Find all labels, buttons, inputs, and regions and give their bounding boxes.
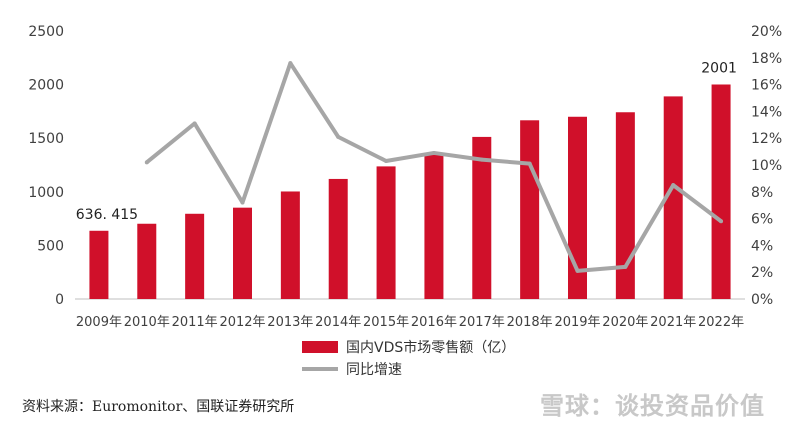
x-tick-label: 2013年 [267,315,313,330]
x-tick-label: 2017年 [459,315,505,330]
x-tick-label: 2022年 [698,315,744,330]
x-tick-label: 2016年 [411,315,457,330]
line-point [719,219,724,224]
line-point [384,158,389,163]
y-left-tick-label: 1000 [28,185,64,201]
y-right-tick-label: 12% [751,131,782,147]
y-left-tick-label: 2500 [28,24,64,40]
line-series [144,61,724,273]
axes: 0 500 1000 1500 2000 2500 0% 2% 4% 6% 8% 10% 12% 14% 1… [28,24,782,330]
x-tick-label: 2014年 [315,315,361,330]
line-point [431,150,436,155]
line-point [144,160,149,165]
bar [663,96,683,299]
line-point [479,157,484,162]
bar [472,136,492,299]
legend-line-swatch [302,367,338,371]
legend-item-bar: 国内VDS市场零售额（亿） [302,336,515,358]
bar [328,178,348,299]
line-point [240,200,245,205]
x-tick-label: 2015年 [363,315,409,330]
y-left-tick-label: 1500 [28,131,64,147]
y-left-tick-label: 0 [55,292,64,308]
data-label: 2001 [701,60,737,76]
bar [424,153,444,299]
bar [568,116,587,299]
x-tick-label: 2011年 [172,315,218,330]
bar [185,213,205,299]
bar [711,84,731,299]
line-point [671,183,676,188]
y-right-tick-label: 10% [751,158,782,174]
x-tick-label: 2020年 [602,315,648,330]
bar [137,223,157,299]
bar [615,112,635,299]
data-label: 636. 415 [76,207,138,223]
source-note: 资料来源：Euromonitor、国联证券研究所 [22,399,295,415]
bar-series [89,84,731,299]
y-left-tick-label: 500 [37,238,64,254]
y-right-tick-label: 4% [751,238,773,254]
x-tick-label: 2019年 [554,315,600,330]
line-point [623,264,628,269]
bar [89,230,109,299]
bar [520,120,540,299]
line-point [288,61,293,66]
legend-line-label: 同比增速 [346,362,402,378]
legend: 国内VDS市场零售额（亿） 同比增速 [302,336,515,380]
x-tick-label: 2018年 [507,315,553,330]
data-labels: 636. 415 2001 [76,60,737,222]
bar [376,166,396,299]
line-point [527,161,532,166]
y-right-tick-label: 14% [751,104,782,120]
bar [280,191,300,299]
x-tick-label: 2021年 [650,315,696,330]
line-point [336,134,341,139]
y-right-tick-label: 6% [751,212,773,228]
legend-bar-swatch [302,341,338,353]
bar [233,207,252,299]
y-left-tick-label: 2000 [28,78,64,94]
y-right-tick-label: 18% [751,51,782,67]
watermark: 雪球：谈投资品价值 [540,392,765,420]
line-point [192,121,197,126]
y-right-tick-label: 2% [751,265,773,281]
y-right-tick-label: 20% [751,24,782,40]
x-tick-label: 2012年 [219,315,265,330]
legend-item-line: 同比增速 [302,358,515,380]
y-right-tick-label: 16% [751,78,782,94]
y-right-tick-label: 8% [751,185,773,201]
x-tick-label: 2010年 [124,315,170,330]
x-tick-label: 2009年 [76,315,122,330]
line-point [575,268,580,273]
y-right-tick-label: 0% [751,292,773,308]
legend-bar-label: 国内VDS市场零售额（亿） [346,340,516,356]
